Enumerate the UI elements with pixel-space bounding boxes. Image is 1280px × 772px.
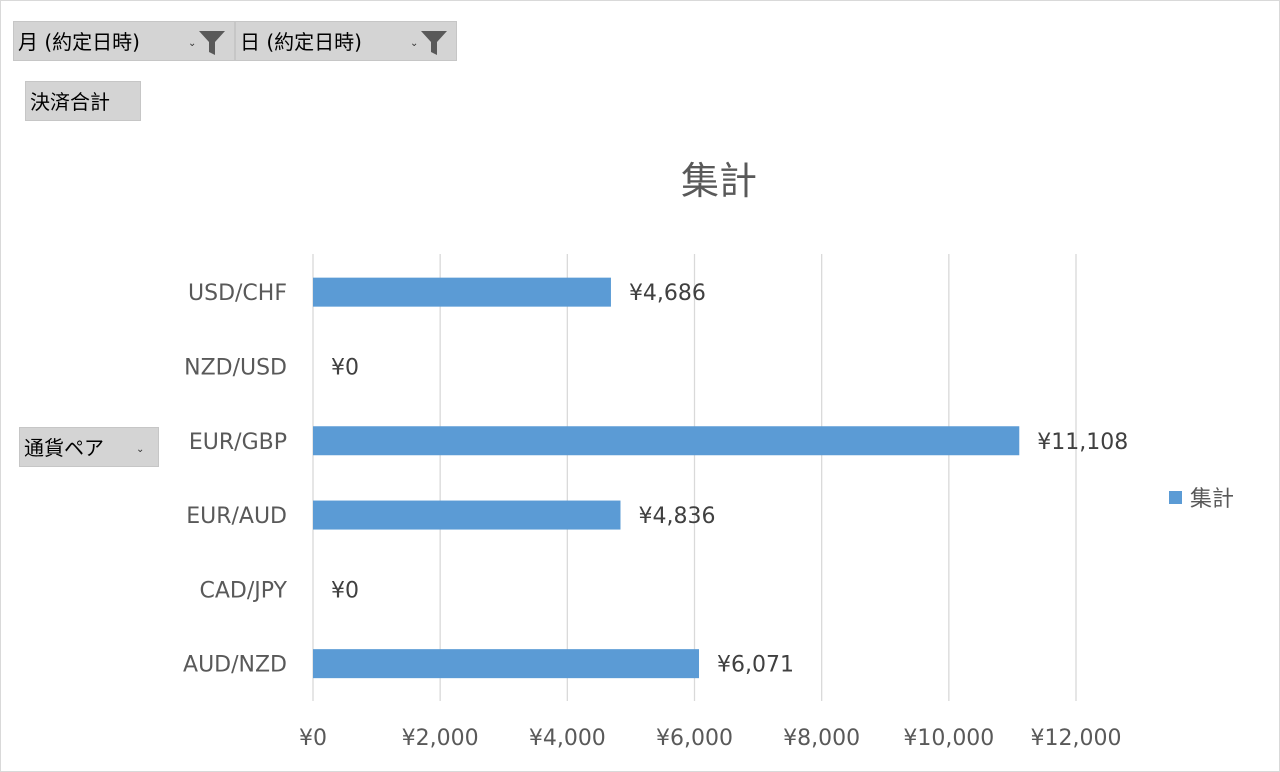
- x-tick-label: ¥10,000: [903, 726, 994, 751]
- day-filter-button[interactable]: 日 (約定日時) ⌄: [235, 21, 457, 61]
- category-labels: USD/CHF NZD/USD EUR/GBP EUR/AUD CAD/JPY AUD/N…: [183, 281, 288, 678]
- row-field-label: 通貨ペア: [24, 436, 104, 460]
- legend: 集計: [1169, 481, 1234, 513]
- category-label: EUR/AUD: [186, 504, 287, 529]
- funnel-icon: [421, 31, 447, 55]
- category-label: CAD/JPY: [200, 578, 288, 603]
- bar: [313, 277, 611, 307]
- bar: [313, 426, 1020, 456]
- data-labels: ¥4,686 ¥0 ¥11,108 ¥4,836 ¥0 ¥6,071: [331, 281, 1128, 678]
- month-filter-label: 月 (約定日時): [18, 30, 140, 54]
- category-label: USD/CHF: [188, 281, 287, 306]
- day-filter-label: 日 (約定日時): [240, 30, 362, 54]
- x-tick-label: ¥12,000: [1031, 726, 1122, 751]
- data-label: ¥0: [331, 355, 359, 380]
- dropdown-arrow-icon: ⌄: [188, 38, 197, 49]
- dropdown-arrow-icon: ⌄: [136, 444, 145, 455]
- data-label: ¥11,108: [1037, 430, 1128, 455]
- bars: [313, 277, 1020, 679]
- bar: [313, 649, 700, 679]
- bar: [313, 500, 621, 530]
- value-field-label: 決済合計: [30, 90, 110, 114]
- data-label: ¥6,071: [717, 653, 794, 678]
- data-label: ¥0: [331, 578, 359, 603]
- funnel-icon: [199, 31, 225, 55]
- x-tick-label: ¥2,000: [402, 726, 479, 751]
- legend-label: 集計: [1190, 487, 1235, 512]
- dropdown-arrow-icon: ⌄: [410, 38, 419, 49]
- x-axis-tick-labels: ¥0 ¥2,000 ¥4,000 ¥6,000 ¥8,000 ¥10,000 ¥12,000: [299, 726, 1121, 751]
- category-label: EUR/GBP: [189, 430, 287, 455]
- chart-title: 集計: [681, 159, 757, 203]
- legend-swatch: [1169, 490, 1182, 504]
- row-field-button[interactable]: 通貨ペア ⌄: [19, 427, 159, 467]
- value-field-button[interactable]: 決済合計: [25, 81, 141, 121]
- category-label: AUD/NZD: [183, 653, 287, 678]
- month-filter-button[interactable]: 月 (約定日時) ⌄: [13, 21, 235, 61]
- x-tick-label: ¥0: [299, 726, 327, 751]
- x-tick-label: ¥4,000: [529, 726, 606, 751]
- data-label: ¥4,836: [638, 504, 715, 529]
- gridlines: [312, 254, 1077, 701]
- data-label: ¥4,686: [629, 281, 706, 306]
- x-tick-label: ¥8,000: [783, 726, 860, 751]
- category-label: NZD/USD: [184, 355, 287, 380]
- x-tick-label: ¥6,000: [656, 726, 733, 751]
